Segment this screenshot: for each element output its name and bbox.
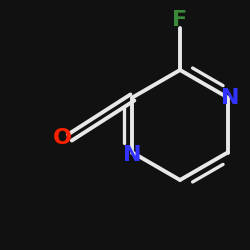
Text: N: N: [221, 88, 240, 108]
Text: N: N: [123, 145, 142, 165]
Text: F: F: [172, 10, 188, 30]
Text: O: O: [53, 128, 72, 148]
